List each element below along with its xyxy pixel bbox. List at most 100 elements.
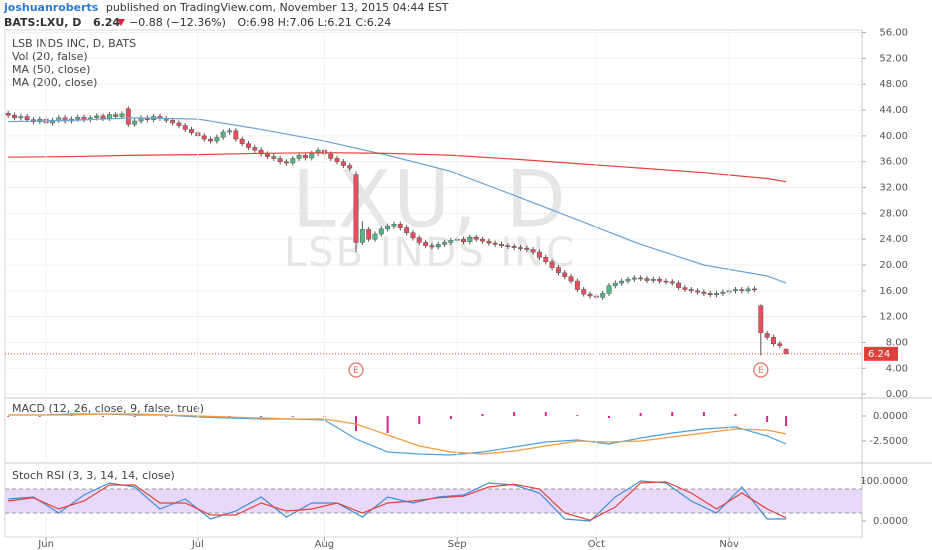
histogram-bar	[133, 416, 136, 417]
histogram-bar	[418, 416, 421, 424]
candle-body	[271, 156, 277, 159]
y-tick-label: 28.00	[879, 208, 908, 219]
y-tick-label: 56.00	[879, 28, 908, 39]
candle-body	[536, 251, 542, 258]
y-tick-label: 44.00	[879, 105, 908, 116]
histogram-bar	[576, 415, 579, 416]
quote-line: BATS:LXU, D 6.24	[4, 16, 120, 29]
candle-body	[435, 244, 441, 248]
candle-body	[701, 291, 707, 294]
candle-body	[473, 236, 479, 240]
candle-body	[707, 293, 713, 295]
candle-body	[125, 108, 131, 125]
y-tick-label: 0.0000	[873, 516, 908, 527]
histogram-bar	[386, 416, 389, 433]
histogram-bar	[7, 416, 10, 417]
histogram-bar	[291, 416, 294, 417]
candle-body	[511, 246, 517, 248]
candle-body	[359, 229, 365, 243]
y-tick-label: 12.00	[879, 312, 908, 323]
candle-body	[265, 153, 270, 157]
stoch-line	[8, 481, 787, 521]
pane-title: MACD (12, 26, close, 9, false, true)	[12, 402, 204, 415]
candle-body	[170, 120, 176, 124]
candle-body	[499, 244, 504, 246]
candle-body	[75, 116, 81, 120]
candle-body	[119, 113, 125, 117]
candle-body	[429, 245, 435, 248]
x-tick-label: Jun	[37, 539, 54, 550]
candle-body	[657, 278, 663, 282]
candle-body	[340, 161, 346, 166]
y-tick-label: -2.5000	[869, 436, 908, 447]
plot-layer: 0.00 4.00 8.00 12.00 16.00 20.00 24.00 28.00 32.…	[5, 28, 908, 550]
candle-body	[132, 120, 138, 125]
histogram-bar	[671, 412, 674, 416]
histogram-bar	[102, 416, 105, 417]
candle-body	[258, 149, 264, 155]
candle-body	[461, 238, 466, 243]
candle-body	[182, 125, 188, 130]
earnings-marker	[753, 362, 769, 378]
histogram-bar	[513, 412, 516, 416]
down-arrow	[117, 19, 125, 26]
candle-body	[12, 114, 17, 119]
candle-body	[18, 116, 24, 119]
candle-body	[416, 237, 422, 243]
candle-body	[555, 267, 561, 274]
candle-body	[581, 289, 587, 295]
quote-detail: −0.88 (−12.36%) O:6.98 H:7.06 L:6.21 C:6…	[129, 16, 391, 29]
candle-body	[682, 287, 688, 290]
candle-body	[733, 289, 738, 292]
candle-body	[100, 115, 106, 119]
candle-body	[24, 116, 30, 120]
candle-body	[524, 247, 530, 250]
candle-body	[113, 114, 119, 117]
candle-body	[201, 135, 207, 140]
y-tick-label: 24.00	[879, 234, 908, 245]
y-tick-label: 8.00	[886, 337, 908, 348]
candle-body	[347, 165, 353, 169]
candle-body	[246, 143, 251, 148]
header-line: joshuanroberts published on TradingView.…	[3, 1, 449, 14]
candle-body	[758, 305, 764, 334]
candle-body	[606, 285, 612, 294]
y-tick-label: 100.0000	[860, 476, 908, 487]
x-tick-label: Sep	[448, 539, 467, 550]
author[interactable]: joshuanroberts	[3, 1, 99, 14]
candle-body	[410, 232, 416, 239]
candle-body	[644, 278, 650, 281]
candle-body	[94, 115, 100, 119]
change: −0.88 (−12.36%)	[129, 16, 226, 29]
candle-body	[442, 242, 448, 245]
candle-body	[663, 280, 669, 283]
watermark: LSB INDS INC	[284, 230, 576, 276]
candle-body	[530, 249, 536, 253]
candle-body	[574, 280, 580, 290]
y-tick-label: 20.00	[879, 260, 908, 271]
histogram-bar	[449, 416, 452, 419]
candle-body	[56, 117, 62, 121]
candle-body	[37, 118, 43, 122]
candle-body	[638, 277, 644, 280]
candle-body	[568, 276, 574, 282]
candle-body	[676, 282, 682, 288]
histogram-bar	[260, 416, 263, 417]
histogram-bar	[481, 414, 484, 416]
macd-line	[8, 413, 787, 455]
candle-body	[227, 130, 232, 133]
candle-body	[486, 240, 492, 244]
earnings-marker	[348, 362, 364, 378]
candle-body	[397, 224, 403, 228]
candle-body	[739, 289, 745, 292]
candle-body	[467, 236, 473, 243]
candle-body	[385, 226, 391, 230]
candle-body	[189, 129, 195, 133]
candle-body	[543, 257, 549, 263]
candle-body	[720, 291, 726, 294]
candle-body	[208, 138, 214, 142]
candle-body	[771, 337, 776, 345]
stoch-line	[8, 480, 787, 522]
watermark: LXU, D	[292, 155, 568, 245]
